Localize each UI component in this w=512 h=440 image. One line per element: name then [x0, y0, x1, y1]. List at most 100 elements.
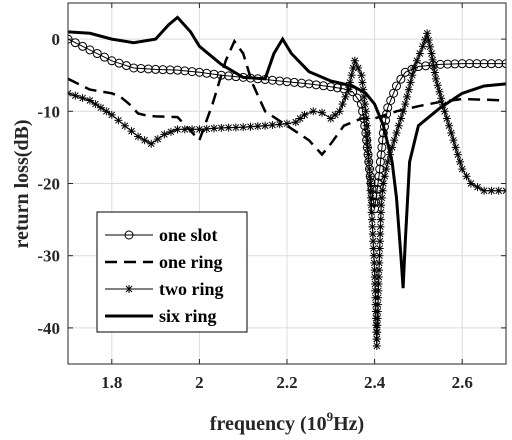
series-one-ring — [68, 38, 506, 157]
star-stroke — [377, 216, 385, 223]
data-point — [173, 125, 182, 134]
data-point — [147, 139, 156, 148]
star-stroke — [92, 100, 99, 108]
data-point — [486, 59, 496, 69]
star-stroke — [261, 122, 269, 130]
data-point — [396, 114, 405, 123]
data-point — [358, 78, 367, 87]
star-stroke — [362, 107, 370, 115]
legend-item-one-slot: one slot — [105, 225, 218, 245]
data-point — [100, 52, 109, 62]
data-point — [372, 341, 381, 350]
data-point — [457, 59, 467, 69]
data-point — [202, 68, 212, 78]
star-stroke — [373, 342, 381, 350]
star-stroke — [365, 158, 373, 166]
star-stroke — [376, 237, 384, 245]
data-point — [376, 215, 385, 224]
data-point — [319, 81, 328, 91]
star-stroke — [456, 158, 464, 166]
data-point — [403, 92, 412, 101]
series-one-slot — [68, 34, 506, 214]
data-point — [129, 63, 139, 73]
data-point — [173, 65, 182, 75]
legend-box — [96, 211, 248, 333]
star-stroke — [71, 92, 79, 100]
star-stroke — [413, 57, 421, 65]
data-point — [140, 136, 149, 145]
star-stroke — [380, 180, 387, 187]
data-point — [487, 186, 496, 195]
y-tick-label: -40 — [37, 319, 60, 338]
data-point — [151, 64, 161, 74]
data-point — [368, 230, 377, 239]
data-point — [377, 142, 387, 152]
data-point — [502, 186, 506, 195]
data-point — [373, 328, 382, 337]
data-point — [300, 110, 309, 119]
legend-item-two-ring: two ring — [105, 279, 224, 299]
star-stroke — [488, 187, 495, 195]
data-point — [375, 237, 384, 246]
data-point — [224, 71, 234, 81]
star-stroke — [366, 172, 374, 180]
data-point — [246, 122, 255, 131]
star-stroke — [443, 115, 451, 122]
star-stroke — [121, 122, 129, 130]
data-point — [473, 183, 482, 192]
data-point — [361, 107, 370, 116]
legend-item-one-ring: one ring — [105, 252, 223, 272]
star-stroke — [141, 136, 149, 144]
data-point — [127, 127, 136, 136]
data-point — [70, 38, 80, 48]
data-point — [96, 103, 105, 112]
data-point — [462, 172, 471, 181]
star-stroke — [374, 294, 382, 302]
data-point — [296, 114, 305, 123]
data-point — [394, 121, 403, 130]
data-point — [380, 172, 389, 181]
data-point — [376, 230, 385, 239]
data-point — [268, 121, 277, 130]
series-line-one-slot — [68, 38, 506, 209]
star-stroke — [370, 245, 377, 252]
data-point — [362, 114, 371, 123]
data-point — [458, 165, 467, 174]
data-point — [160, 130, 169, 139]
star-stroke — [430, 62, 438, 70]
data-point — [374, 279, 383, 288]
star-stroke — [423, 29, 431, 37]
data-point — [363, 128, 372, 137]
star-stroke — [254, 122, 262, 130]
star-stroke — [276, 120, 284, 128]
data-point — [392, 128, 401, 137]
data-point — [437, 94, 446, 103]
data-point — [433, 81, 442, 90]
star-stroke — [368, 209, 376, 216]
data-point — [366, 193, 375, 202]
star-stroke — [379, 187, 386, 195]
data-point — [166, 127, 175, 136]
data-point — [239, 123, 248, 132]
data-point — [364, 143, 373, 152]
data-point — [374, 286, 383, 295]
data-point — [202, 124, 211, 133]
data-point — [304, 79, 314, 89]
star-stroke — [426, 43, 434, 51]
data-point — [366, 179, 375, 188]
data-point — [374, 273, 383, 282]
star-stroke — [351, 57, 359, 65]
data-point — [367, 201, 376, 210]
star-stroke — [410, 64, 418, 72]
data-point — [429, 62, 438, 71]
data-point — [456, 157, 465, 166]
star-stroke — [225, 124, 232, 132]
data-point — [373, 314, 382, 323]
data-point — [341, 92, 350, 101]
data-point — [415, 49, 424, 58]
data-point — [71, 91, 80, 100]
data-point — [158, 65, 168, 75]
star-stroke — [336, 107, 343, 115]
